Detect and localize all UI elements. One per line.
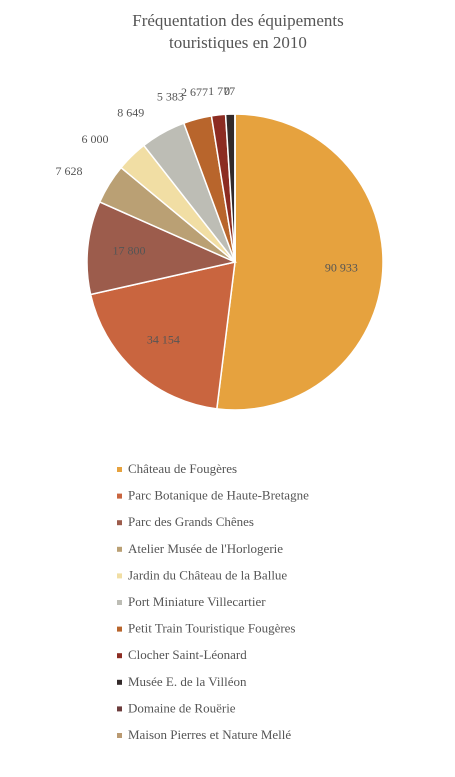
legend-label: Château de Fougères (128, 461, 237, 476)
data-label: 6 000 (81, 132, 108, 146)
legend-label: Petit Train Touristique Fougères (128, 621, 296, 636)
data-label: 1 777 (208, 84, 235, 98)
data-label: 0 (224, 84, 230, 98)
legend-swatch (117, 467, 122, 472)
legend-label: Jardin du Château de la Ballue (128, 567, 287, 582)
data-label: 2 677 (181, 85, 208, 99)
legend-label: Parc Botanique de Haute-Bretagne (128, 488, 309, 503)
legend-label: Port Miniature Villecartier (128, 594, 266, 609)
legend-swatch (117, 706, 122, 712)
legend-swatch (117, 600, 122, 605)
legend-swatch (117, 626, 122, 632)
legend-label: Domaine de Rouërie (128, 700, 236, 715)
data-label: 34 154 (147, 333, 180, 347)
legend-label: Musée E. de la Villéon (128, 674, 247, 689)
legend-swatch (117, 520, 122, 526)
data-label: 7 628 (55, 164, 82, 178)
legend-swatch (117, 679, 122, 685)
legend-swatch (117, 493, 122, 499)
data-label: 17 800 (112, 243, 145, 257)
legend-swatch (117, 573, 122, 579)
pie-slice (89, 261, 236, 410)
legend-label: Parc des Grands Chênes (128, 514, 254, 529)
legend-label: Atelier Musée de l'Horlogerie (128, 541, 283, 556)
data-label: 5 383 (157, 89, 184, 103)
legend-swatch (117, 653, 122, 659)
chart-title: touristiques en 2010 (169, 33, 307, 52)
data-label: 0 (224, 84, 230, 98)
pie-slice (86, 200, 238, 296)
legend-swatch (117, 546, 122, 552)
data-label: 8 649 (117, 105, 144, 119)
pie-slice (215, 113, 384, 411)
data-label: 90 933 (325, 260, 358, 274)
chart-title: Fréquentation des équipements (132, 11, 344, 30)
legend-label: Clocher Saint-Léonard (128, 647, 247, 662)
legend-swatch (117, 733, 122, 738)
legend-label: Maison Pierres et Nature Mellé (128, 727, 291, 742)
